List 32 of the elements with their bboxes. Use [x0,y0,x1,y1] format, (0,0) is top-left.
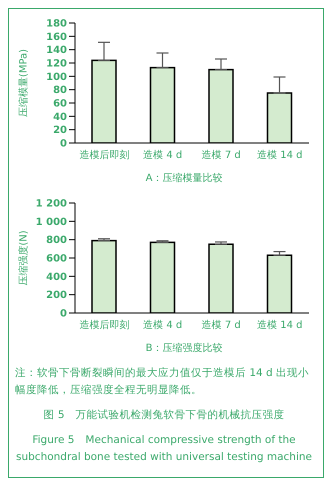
y-axis-title: 压缩模量(MPa) [18,48,30,118]
x-tick-label: 造模 7 d [202,319,241,332]
caption: Figure 5 Mechanical compressive strength of the subchondral bone tested with universal testing machine [15,433,313,465]
y-tick-label: 800 [46,235,68,246]
x-axis-title: B：压缩强度比较 [144,342,224,355]
y-tick-label: 400 [46,272,68,283]
x-tick-label: 造模 14 d [257,149,302,162]
x-tick-label: 造模 14 d [257,319,302,332]
x-tick-label: 造模 4 d [143,149,182,162]
y-tick-label: 40 [53,112,68,123]
y-tick-label: 1 200 [36,198,68,210]
y-tick-label: 120 [46,58,68,70]
x-tick-label: 造模 4 d [143,319,182,332]
x-tick-label: 造模后即刻 [79,149,130,162]
x-tick-label: 造模后即刻 [79,319,130,332]
y-tick-label: 160 [46,32,68,43]
y-tick-label: 60 [53,98,68,110]
y-tick-label: 1 000 [36,216,68,228]
y-tick-label: 0 [60,138,68,150]
y-tick-label: 80 [53,85,68,96]
y-axis-title: 压缩强度(N) [18,230,30,286]
y-tick-label: 600 [46,254,68,265]
x-tick-label: 造模 7 d [202,149,241,162]
y-tick-label: 20 [53,125,68,136]
x-axis-title: A：压缩模量比较 [144,172,224,185]
y-tick-label: 100 [46,72,68,83]
y-tick-label: 180 [46,18,68,30]
caption: 图 5 万能试验机检测兔软骨下骨的机械抗压强度 [42,408,286,423]
y-tick-label: 140 [46,45,68,56]
y-tick-label: 200 [46,290,68,302]
y-tick-label: 0 [60,308,68,320]
text: 注：软骨下骨断裂瞬间的最大应力值仅于造模后 14 d 出现小幅度降低，压缩强度全程无明显降低。 [14,366,310,398]
